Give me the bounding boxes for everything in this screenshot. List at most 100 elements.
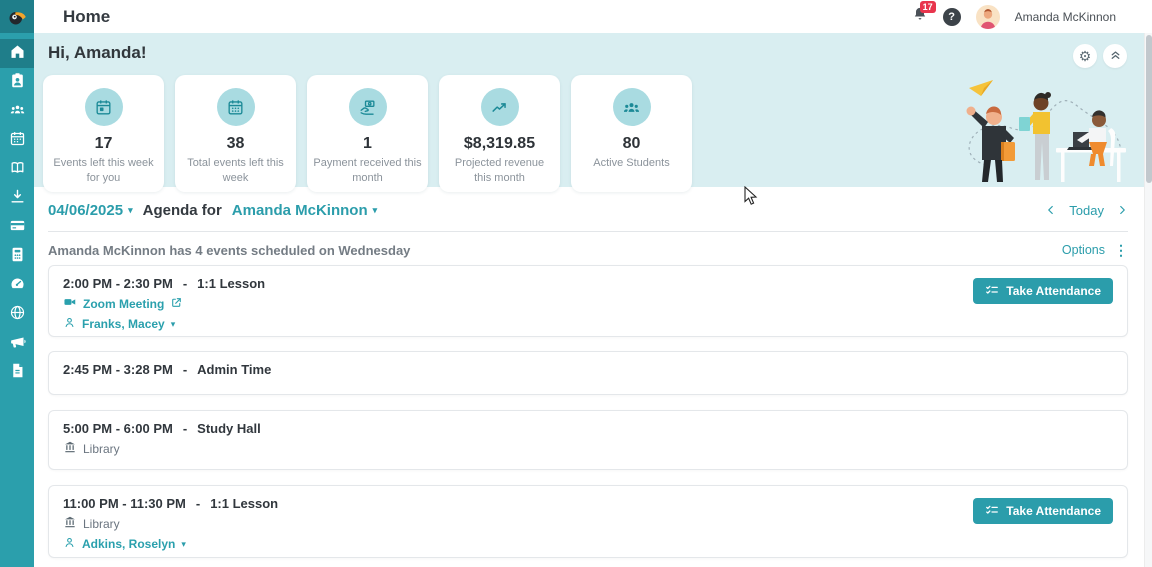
sidebar-item-marketing[interactable] (0, 329, 34, 358)
calendar-icon (9, 130, 26, 152)
vertical-scrollbar[interactable] (1144, 33, 1152, 567)
chevron-down-icon: ▾ (128, 204, 133, 215)
stat-label: Projected revenue this month (454, 157, 545, 185)
event-time: 11:00 PM - 11:30 PM (63, 496, 186, 511)
event-time: 2:45 PM - 3:28 PM (63, 362, 173, 377)
take-attendance-button[interactable]: Take Attendance (973, 278, 1113, 304)
stat-card-payments: 1 Payment received this month (307, 75, 428, 192)
take-attendance-label: Take Attendance (1006, 504, 1101, 518)
event-card[interactable]: 11:00 PM - 11:30 PM - 1:1 Lesson Library… (48, 485, 1128, 558)
options-button[interactable]: Options ⋮ (1062, 242, 1128, 259)
sidebar (0, 0, 34, 567)
options-label: Options (1061, 243, 1105, 257)
download-icon (9, 188, 26, 210)
agenda-person: Amanda McKinnon (231, 201, 368, 219)
calendar-grid-icon (216, 88, 255, 126)
trend-line-icon (480, 88, 519, 126)
sidebar-item-documents[interactable] (0, 358, 34, 387)
stat-label: Total events left this week (187, 157, 284, 185)
stat-card-events-left: 17 Events left this week for you (43, 75, 164, 192)
stat-label: Payment received this month (313, 157, 422, 185)
calendar-event-icon (84, 88, 123, 126)
chevron-down-icon[interactable]: ▾ (181, 538, 186, 549)
megaphone-icon (9, 333, 26, 355)
stat-value: 1 (363, 135, 372, 152)
prev-day-button[interactable] (1045, 204, 1057, 216)
toucan-logo-icon (0, 0, 34, 33)
event-type: Study Hall (197, 421, 261, 436)
chevron-right-icon (1120, 205, 1125, 215)
agenda-date: 04/06/2025 (48, 201, 124, 219)
event-student-link[interactable]: Adkins, Roselyn (82, 537, 176, 551)
stat-card-total-events: 38 Total events left this week (175, 75, 296, 192)
collapse-button[interactable] (1103, 44, 1127, 68)
sidebar-item-website[interactable] (0, 300, 34, 329)
payment-hand-icon (348, 88, 387, 126)
event-location: Library (83, 516, 120, 531)
event-location: Library (83, 441, 120, 456)
people-illustration (931, 70, 1136, 187)
sidebar-item-calendar[interactable] (0, 126, 34, 155)
agenda-header: 04/06/2025 ▾ Agenda for Amanda McKinnon … (48, 198, 1128, 222)
main-content: Hi, Amanda! ⚙ 17 Events left this week f… (34, 33, 1152, 567)
stat-card-revenue: $8,319.85 Projected revenue this month (439, 75, 560, 192)
help-button[interactable]: ? (942, 7, 961, 26)
notifications-button[interactable]: 17 (912, 0, 936, 28)
event-card[interactable]: 2:45 PM - 3:28 PM - Admin Time (48, 351, 1128, 395)
gauge-icon (9, 275, 26, 297)
agenda-for-label: Agenda for (142, 201, 222, 219)
chevrons-up-icon (1109, 48, 1122, 64)
kebab-menu-icon: ⋮ (1114, 241, 1128, 258)
sidebar-item-home[interactable] (0, 39, 34, 68)
sidebar-item-students[interactable] (0, 68, 34, 97)
event-type: Admin Time (197, 362, 272, 377)
chevron-down-icon[interactable]: ▾ (170, 318, 176, 329)
video-camera-icon (63, 295, 77, 312)
event-type: 1:1 Lesson (197, 276, 266, 291)
notification-badge: 17 (919, 0, 936, 14)
stat-label: Active Students (593, 157, 670, 169)
gear-icon: ⚙ (1078, 48, 1092, 64)
sidebar-item-lessons[interactable] (0, 155, 34, 184)
bank-building-icon (63, 515, 77, 532)
event-time: 5:00 PM - 6:00 PM (63, 421, 173, 436)
person-icon (63, 316, 76, 332)
sidebar-item-invoices[interactable] (0, 242, 34, 271)
event-separator: - (182, 421, 188, 436)
agenda-summary-row: Amanda McKinnon has 4 events scheduled o… (48, 239, 1128, 261)
agenda-summary: Amanda McKinnon has 4 events scheduled o… (48, 242, 411, 258)
group-icon (9, 101, 26, 123)
stat-value: 38 (226, 135, 245, 152)
event-card[interactable]: 2:00 PM - 2:30 PM - 1:1 Lesson Zoom Meet… (48, 265, 1128, 337)
sidebar-item-dashboard[interactable] (0, 271, 34, 300)
home-icon (9, 43, 26, 65)
person-icon (63, 536, 76, 552)
scrollbar-thumb[interactable] (1146, 35, 1152, 183)
event-student-link[interactable]: Franks, Macey (82, 317, 165, 331)
event-separator: - (195, 496, 201, 511)
take-attendance-button[interactable]: Take Attendance (973, 498, 1113, 524)
book-icon (9, 159, 26, 181)
event-type: 1:1 Lesson (210, 496, 279, 511)
divider (48, 231, 1128, 232)
next-day-button[interactable] (1116, 204, 1128, 216)
person-select[interactable]: Amanda McKinnon ▾ (232, 202, 377, 219)
settings-button[interactable]: ⚙ (1073, 44, 1097, 68)
sidebar-item-downloads[interactable] (0, 184, 34, 213)
event-location-link[interactable]: Zoom Meeting (83, 296, 165, 311)
chevron-down-icon: ▾ (372, 204, 378, 215)
avatar[interactable] (975, 4, 1000, 29)
user-name[interactable]: Amanda McKinnon (1014, 9, 1116, 24)
sidebar-item-payments[interactable] (0, 213, 34, 242)
checklist-icon (985, 283, 999, 300)
external-link-icon[interactable] (170, 296, 183, 312)
globe-icon (9, 304, 26, 326)
event-card[interactable]: 5:00 PM - 6:00 PM - Study Hall Library (48, 410, 1128, 470)
credit-card-icon (9, 217, 26, 239)
sidebar-item-families[interactable] (0, 97, 34, 126)
date-select[interactable]: 04/06/2025 ▾ (48, 202, 133, 219)
take-attendance-label: Take Attendance (1006, 284, 1101, 298)
document-icon (9, 362, 26, 384)
today-button[interactable]: Today (1069, 202, 1104, 218)
stat-card-active-students: 80 Active Students (571, 75, 692, 192)
